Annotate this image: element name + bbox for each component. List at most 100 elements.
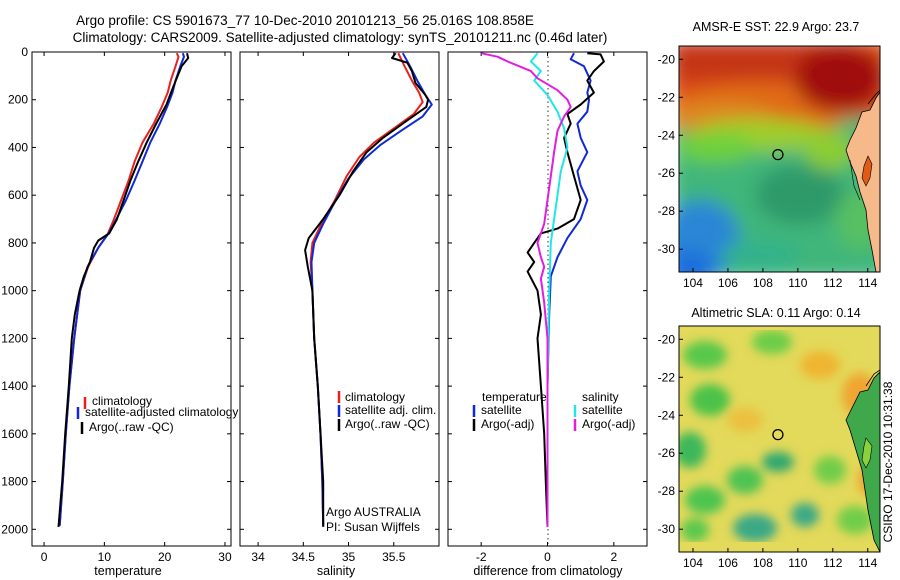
x-tick-label: 35.5 — [382, 550, 406, 564]
map-x-tick-label: 114 — [858, 276, 877, 290]
temperature-panel: 0 200 400 600 800 1000 1200 1400 1600 1800 2000 0 1… — [1, 45, 238, 578]
y-tick-label: 800 — [8, 236, 28, 250]
map-x-tick-label: 106 — [718, 556, 738, 570]
y-tick-label: 0 — [21, 45, 28, 59]
y-tick-label: 2000 — [1, 522, 28, 536]
y-tick-label: 1800 — [1, 475, 28, 489]
map-y-tick-label: -24 — [658, 128, 676, 142]
difference-lines — [480, 52, 605, 527]
difference-yticks — [448, 51, 647, 530]
x-tick-label: 30 — [218, 550, 232, 564]
legend-label: Argo(-adj) — [582, 417, 635, 431]
y-tick-label: 1000 — [1, 284, 28, 298]
map-x-tick-label: 110 — [788, 556, 807, 570]
map-y-tick-label: -28 — [658, 204, 676, 218]
salinity-axes-box — [239, 51, 440, 547]
sst-map-xticks: 104 106 108 110 112 114 — [683, 268, 878, 290]
legend-label: satellite — [481, 403, 522, 417]
map-y-tick-label: -22 — [658, 370, 676, 384]
map-x-tick-label: 114 — [858, 556, 877, 570]
temperature-legend: climatology satellite-adjusted climatolo… — [76, 394, 238, 434]
map-y-tick-label: -26 — [658, 166, 676, 180]
argo-location-marker — [772, 148, 784, 161]
legend-label: climatology — [92, 394, 152, 408]
legend-label: satellite — [582, 403, 623, 417]
map-y-tick-label: -22 — [658, 90, 676, 104]
sla-map-title: Altimetric SLA: 0.11 Argo: 0.14 — [691, 306, 860, 320]
salinity-yticks — [240, 51, 439, 530]
difference-legend: temperature satellite Argo(-adj) salinit… — [472, 390, 635, 431]
map-x-tick-label: 104 — [683, 556, 703, 570]
argo-location-marker — [772, 428, 784, 441]
map-x-tick-label: 106 — [718, 276, 738, 290]
temperature-xlabel: temperature — [94, 564, 161, 578]
sla-map-panel: Altimetric SLA: 0.11 Argo: 0.14 — [658, 306, 881, 570]
x-tick-label: 20 — [158, 550, 172, 564]
sla-map-xticks: 104 106 108 110 112 114 — [683, 548, 878, 570]
legend-label: climatology — [345, 390, 405, 404]
map-y-tick-label: -30 — [658, 242, 676, 256]
x-tick-label: 0 — [544, 550, 551, 564]
y-tick-label: 200 — [8, 93, 28, 107]
y-tick-label: 1600 — [1, 427, 28, 441]
salinity-xlabel: salinity — [317, 564, 356, 578]
salinity-lines — [304, 52, 433, 527]
side-caption: CSIRO 17-Dec-2010 10:31:38 — [881, 381, 895, 542]
y-tick-label: 600 — [8, 188, 28, 202]
difference-xticks: -2 0 2 — [476, 52, 617, 564]
map-x-tick-label: 112 — [823, 556, 842, 570]
series-line-argo-raw-qc- — [304, 52, 430, 527]
sst-map-frame — [678, 45, 881, 273]
figure-title-line2: Climatology: CARS2009. Satellite-adjuste… — [73, 30, 608, 45]
x-tick-label: 10 — [98, 550, 112, 564]
x-tick-label: 34 — [251, 550, 265, 564]
map-y-tick-label: -20 — [658, 52, 676, 66]
difference-panel: -2 0 2 difference from climatology tempera… — [447, 51, 648, 578]
temperature-yticks: 0 200 400 600 800 1000 1200 1400 1600 1800 2000 — [1, 45, 231, 536]
figure-title-line1: Argo profile: CS 5901673_77 10-Dec-2010 … — [76, 13, 534, 28]
legend-label: Argo(..raw -QC) — [345, 417, 430, 431]
temperature-lines — [57, 52, 190, 527]
map-x-tick-label: 110 — [788, 276, 807, 290]
series-line-temperature-argo-adj- — [526, 52, 605, 527]
series-line-argo-raw-qc- — [57, 52, 190, 527]
legend-group-title: temperature — [482, 390, 547, 404]
salinity-annotation-line1: Argo AUSTRALIA — [326, 505, 421, 519]
temperature-axes-box — [31, 51, 232, 547]
x-tick-label: -2 — [476, 550, 487, 564]
x-tick-label: 0 — [41, 550, 48, 564]
map-y-tick-label: -24 — [658, 408, 676, 422]
legend-group-title: salinity — [582, 390, 619, 404]
sst-map-image — [679, 46, 880, 272]
salinity-xticks: 34 34.5 35 35.5 — [251, 52, 406, 564]
salinity-panel: 34 34.5 35 35.5 salinity climatology satell… — [239, 51, 440, 578]
sla-map-yticks: -20 -22 -24 -26 -28 -30 — [658, 332, 683, 536]
legend-label: Argo(..raw -QC) — [89, 420, 174, 434]
map-y-tick-label: -20 — [658, 332, 676, 346]
sst-map-yticks: -20 -22 -24 -26 -28 -30 — [658, 52, 683, 256]
y-tick-label: 400 — [8, 140, 28, 154]
salinity-annotation-line2: PI: Susan Wijffels — [326, 520, 420, 534]
map-y-tick-label: -28 — [658, 484, 676, 498]
temperature-xticks: 0 10 20 30 — [41, 52, 232, 564]
map-x-tick-label: 104 — [683, 276, 703, 290]
sst-map-title: AMSR-E SST: 22.9 Argo: 23.7 — [693, 20, 860, 34]
sla-map-frame — [678, 325, 881, 553]
y-tick-label: 1200 — [1, 331, 28, 345]
legend-label: satellite-adjusted climatology — [85, 405, 238, 419]
x-tick-label: 35 — [342, 550, 356, 564]
salinity-legend: climatology satellite adj. clim. Argo(..… — [337, 390, 436, 431]
x-tick-label: 2 — [610, 550, 617, 564]
sst-map-panel: AMSR-E SST: 22.9 Argo: 23.7 — [658, 20, 881, 290]
x-tick-label: 34.5 — [292, 550, 316, 564]
map-y-tick-label: -30 — [658, 522, 676, 536]
series-line-salinity-argo-adj- — [480, 52, 572, 527]
legend-label: Argo(-adj) — [481, 417, 534, 431]
map-y-tick-label: -26 — [658, 446, 676, 460]
map-x-tick-label: 108 — [753, 556, 773, 570]
map-x-tick-label: 112 — [823, 276, 842, 290]
map-x-tick-label: 108 — [753, 276, 773, 290]
legend-label: satellite adj. clim. — [345, 403, 436, 417]
y-tick-label: 1400 — [1, 379, 28, 393]
